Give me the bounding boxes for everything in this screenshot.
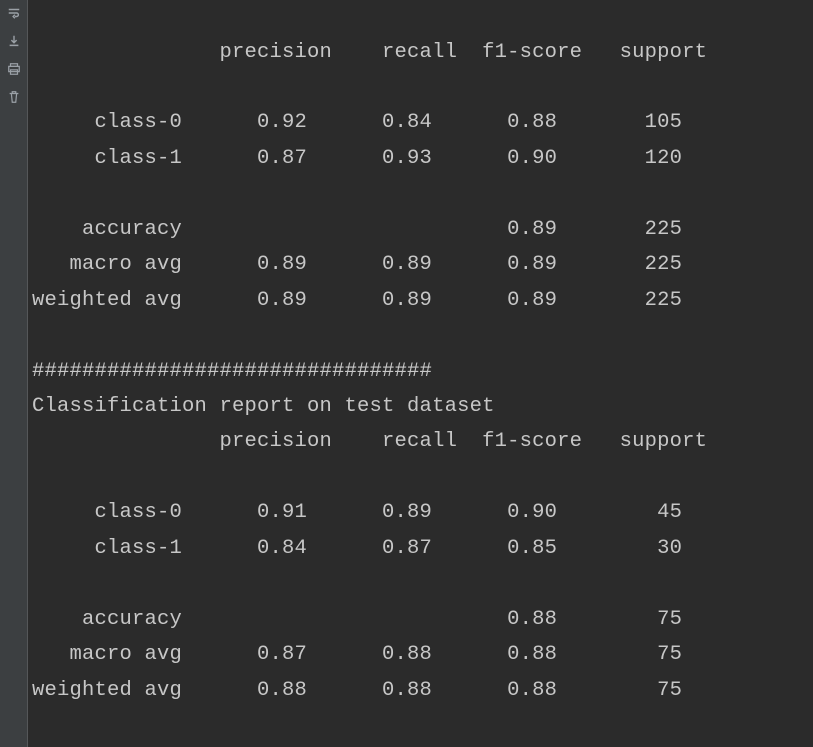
gutter-icon-list	[0, 0, 27, 104]
wrap-icon[interactable]	[7, 6, 21, 20]
print-icon[interactable]	[7, 62, 21, 76]
console-output: precision recall f1-score support class-…	[32, 21, 813, 727]
left-gutter	[0, 0, 28, 747]
trash-icon[interactable]	[7, 90, 21, 104]
download-icon[interactable]	[7, 34, 21, 48]
